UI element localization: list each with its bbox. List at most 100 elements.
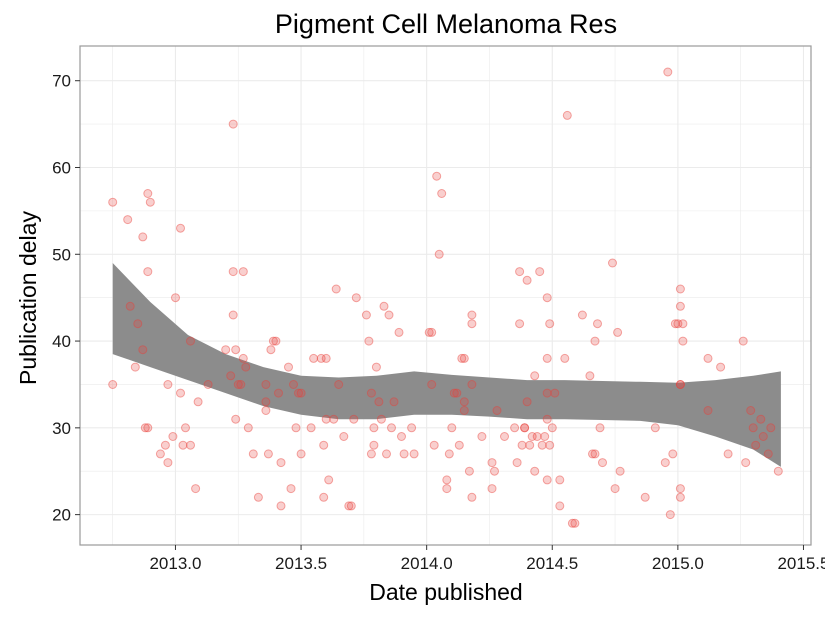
data-point (155, 449, 165, 459)
data-point (241, 362, 251, 372)
data-point (228, 267, 238, 277)
data-point (595, 423, 605, 433)
data-point (321, 353, 331, 363)
data-point (663, 67, 673, 77)
data-point (444, 449, 454, 459)
data-point (487, 458, 497, 468)
data-point (261, 380, 271, 389)
data-point (540, 432, 550, 441)
plot-panel-border (79, 45, 812, 546)
data-point (178, 440, 188, 450)
y-axis-title: Publication delay (15, 211, 41, 385)
data-point (369, 440, 379, 450)
data-point (238, 267, 248, 277)
data-point (773, 466, 783, 476)
data-point (675, 492, 685, 502)
data-point (670, 319, 680, 329)
data-point (276, 501, 286, 511)
data-point (766, 423, 776, 433)
data-point (243, 423, 253, 433)
data-point (409, 449, 419, 459)
data-point (678, 336, 688, 346)
data-point (560, 353, 570, 363)
data-point (457, 353, 467, 363)
data-point (160, 440, 170, 450)
data-point (346, 501, 356, 511)
data-point (542, 414, 552, 424)
data-point (748, 423, 758, 433)
data-point (316, 353, 326, 363)
data-point (487, 484, 497, 494)
data-point (437, 189, 447, 198)
data-point (248, 449, 258, 459)
data-point (130, 362, 140, 372)
data-point (238, 353, 248, 363)
data-point (143, 189, 153, 198)
data-point (449, 388, 459, 398)
data-point (585, 371, 595, 381)
data-point (467, 310, 477, 320)
data-point (389, 397, 399, 407)
x-tick-label: 2015.5 (777, 554, 825, 573)
data-point (434, 249, 444, 259)
data-point (424, 327, 434, 337)
data-point (387, 423, 396, 433)
data-point (226, 371, 236, 381)
data-point (133, 319, 143, 329)
data-point (542, 475, 552, 485)
data-point (361, 310, 371, 320)
y-tick-label: 60 (52, 158, 71, 177)
data-point (675, 301, 685, 311)
grid-lines (80, 46, 811, 545)
data-point (675, 484, 685, 494)
data-point (515, 319, 525, 329)
data-point (163, 458, 173, 468)
data-point (228, 119, 238, 129)
data-point (500, 432, 509, 441)
data-point (286, 484, 296, 494)
x-tick-label: 2014.0 (401, 554, 453, 573)
data-point (339, 432, 349, 441)
data-point (758, 432, 768, 441)
data-point (319, 440, 329, 450)
data-point (384, 310, 394, 320)
data-point (366, 388, 376, 398)
data-point (492, 406, 502, 415)
data-point (231, 345, 241, 355)
data-point (467, 380, 477, 389)
data-point (522, 275, 532, 285)
data-point (530, 371, 540, 381)
data-point (610, 484, 620, 494)
data-point (593, 319, 602, 329)
data-point (176, 388, 185, 398)
data-point (510, 423, 520, 433)
data-point (555, 475, 565, 485)
data-point (231, 414, 241, 424)
data-point (324, 475, 334, 485)
data-point (306, 423, 316, 433)
y-tick-label: 20 (52, 506, 71, 525)
data-point (562, 110, 572, 120)
data-point (236, 380, 246, 389)
data-point (397, 432, 406, 441)
data-point (738, 336, 748, 346)
data-point (108, 197, 118, 207)
data-point (296, 449, 306, 459)
data-point (520, 423, 530, 433)
data-point (427, 327, 437, 337)
data-point (334, 380, 344, 389)
data-point (520, 423, 530, 433)
smooth-band-layer (112, 263, 781, 467)
data-point (186, 440, 195, 450)
data-point (274, 388, 283, 398)
data-point (171, 293, 180, 303)
data-point (537, 440, 547, 450)
data-point (550, 388, 560, 398)
data-point (490, 466, 499, 476)
data-point (233, 380, 243, 389)
data-point (454, 440, 464, 450)
data-point (613, 327, 623, 337)
data-point (763, 449, 773, 459)
data-point (542, 388, 552, 398)
data-point (703, 406, 713, 415)
